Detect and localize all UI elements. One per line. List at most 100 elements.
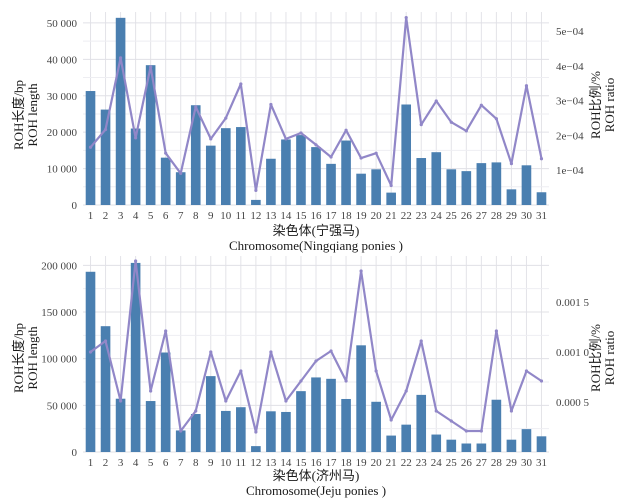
bar-chr-30 [521,429,532,452]
x-tick-label: 19 [356,457,368,469]
ratio-point-chr-28 [494,329,498,333]
x-tick-label: 24 [431,210,443,222]
x-tick-label: 10 [220,457,232,469]
bar-chr-5 [145,65,156,205]
ratio-point-chr-26 [464,129,468,133]
ratio-point-chr-23 [419,123,423,127]
ratio-point-chr-19 [359,156,363,160]
x-tick-label: 7 [178,210,184,222]
y-tick-label: 0 [72,447,78,459]
ratio-point-chr-12 [254,430,258,434]
x-tick-label: 14 [280,210,292,222]
bar-chr-9 [205,376,216,452]
bar-chr-23 [416,158,427,205]
x-tick-label: 31 [536,457,547,469]
ratio-point-chr-6 [164,151,168,155]
bar-chr-8 [190,414,201,452]
x-tick-label: 29 [506,210,518,222]
ratio-point-chr-23 [419,339,423,343]
x-tick-label: 8 [193,210,199,222]
bar-chr-31 [536,436,547,452]
bar-chr-18 [341,398,351,452]
ratio-point-chr-21 [389,418,393,422]
x-tick-label: 23 [416,210,428,222]
y2-tick-label: 0.000 5 [556,397,590,409]
ratio-point-chr-16 [314,359,318,363]
y2-axis-title-cn: ROH比例/% [588,71,603,139]
x-tick-label: 31 [536,210,547,222]
ratio-point-chr-12 [254,188,258,192]
x-tick-label: 6 [163,457,169,469]
bar-chr-5 [145,401,156,452]
y-tick-label: 30 000 [47,91,78,103]
x-tick-label: 13 [265,210,277,222]
ratio-point-chr-10 [224,116,228,120]
x-axis: 1 2 3 4 5 6 7 8 9 10 11 12 13 14 15 16 17 18 19 20 21 22 23 24 2… [88,457,547,469]
bar-chr-4 [130,262,141,452]
x-tick-label: 23 [416,457,428,469]
x-tick-label: 2 [103,210,109,222]
x-tick-label: 13 [265,457,277,469]
bar-chr-3 [115,17,126,205]
bar-chr-11 [236,127,246,205]
x-axis: 1 2 3 4 5 6 7 8 9 10 11 12 13 14 15 16 17 18 19 20 21 22 23 24 2… [88,210,547,222]
x-tick-label: 29 [506,457,518,469]
ratio-point-chr-5 [149,65,153,69]
bar-chr-9 [205,145,216,205]
ratio-point-chr-2 [103,127,108,132]
y2-axis-title-en: ROH ratio [602,78,617,133]
bar-chr-15 [296,391,306,452]
bar-chr-29 [506,439,517,452]
ratio-point-chr-5 [149,389,153,393]
x-tick-label: 8 [193,457,199,469]
ratio-point-chr-29 [509,409,514,413]
x-tick-label: 16 [311,210,323,222]
y-tick-label: 10 000 [47,164,78,176]
bar-chr-29 [506,189,517,205]
bar-chr-1 [85,271,96,452]
x-tick-label: 12 [250,210,261,222]
ratio-point-chr-20 [374,369,378,373]
ratio-point-chr-10 [224,399,228,403]
ratio-point-chr-6 [164,329,168,333]
ratio-point-chr-11 [239,369,243,373]
bar-chr-17 [326,163,336,205]
x-tick-label: 25 [446,210,458,222]
ratio-point-chr-14 [284,399,288,403]
ratio-point-chr-1 [88,145,93,149]
ratio-point-chr-25 [449,120,453,124]
ratio-point-chr-22 [404,389,408,393]
ratio-point-chr-7 [179,171,183,175]
x-tick-label: 19 [356,210,368,222]
ratio-point-chr-21 [389,183,393,188]
x-tick-label: 26 [461,210,473,222]
bar-chr-12 [251,446,261,452]
ratio-point-chr-11 [239,82,243,86]
ratio-point-chr-30 [524,84,529,88]
bars-roh-length [85,262,547,452]
y-tick-label: 150 000 [41,307,77,319]
x-axis-title-en: Chromosome(Ningqiang ponies ) [229,238,403,253]
ratio-point-chr-9 [209,137,213,141]
x-tick-label: 9 [208,210,214,222]
y2-tick-label: 3e−04 [556,96,584,108]
bar-chr-28 [491,162,502,205]
y2-tick-label: 0.001 0 [556,347,590,359]
ratio-point-chr-25 [449,419,453,423]
y2-tick-label: 0.001 5 [556,297,590,309]
x-tick-label: 15 [295,457,307,469]
bar-chr-12 [251,199,261,205]
y2-tick-label: 5e−04 [556,26,584,38]
ratio-point-chr-20 [374,151,378,155]
x-tick-label: 27 [476,210,488,222]
ratio-point-chr-19 [359,269,363,273]
ratio-point-chr-1 [88,350,93,354]
x-tick-label: 3 [118,210,124,222]
y-axis-right: 1e−04 2e−04 3e−04 4e−04 5e−04 [556,26,584,177]
ratio-point-chr-28 [494,117,498,121]
bar-chr-30 [521,165,532,205]
bar-chr-4 [130,128,141,205]
ratio-point-chr-18 [344,379,348,383]
x-tick-label: 1 [88,210,94,222]
x-tick-label: 5 [148,210,154,222]
